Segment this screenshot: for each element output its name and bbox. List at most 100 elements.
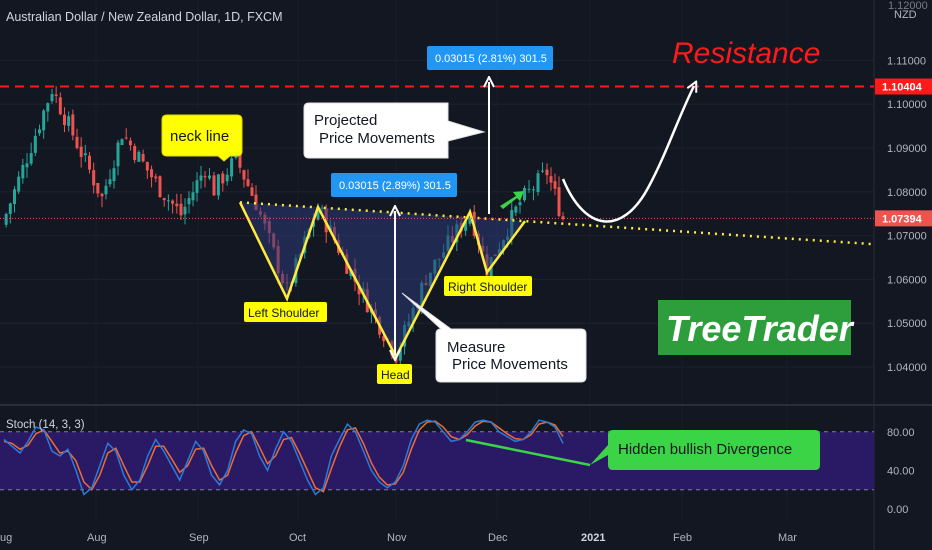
divergence-callout[interactable]	[590, 430, 820, 470]
stoch-tick-label: 40.00	[887, 465, 915, 477]
candle-body	[8, 203, 12, 214]
last-price-label: 1.07394	[882, 213, 923, 225]
candle-body	[549, 176, 553, 183]
neck-line-label: neck line	[170, 128, 229, 145]
candle-body	[208, 175, 211, 179]
candle-body	[246, 179, 250, 186]
candle-body	[221, 173, 225, 184]
time-tick-label: ug	[0, 532, 12, 544]
candle-body	[518, 202, 522, 206]
currency-label: NZD	[894, 9, 917, 21]
neck-line-callout[interactable]	[161, 114, 243, 162]
time-tick-label: Dec	[488, 532, 508, 544]
candle-body	[96, 182, 100, 194]
candle-body	[112, 168, 116, 182]
candle-body	[553, 181, 557, 189]
candle-body	[557, 187, 561, 216]
head-badge	[377, 364, 412, 384]
candle-body	[199, 175, 203, 181]
candle-body	[191, 192, 195, 201]
measure-callout[interactable]	[401, 292, 587, 383]
candle-body	[104, 185, 108, 195]
time-tick-label: Oct	[289, 532, 306, 544]
stoch-k-line	[3, 419, 564, 496]
candle-body	[203, 176, 207, 178]
candle-body	[92, 170, 96, 186]
candle-body	[108, 179, 112, 185]
candle-body	[242, 170, 246, 180]
time-tick-label: Nov	[387, 532, 407, 544]
candle-body	[13, 189, 16, 204]
candle-body	[120, 139, 124, 145]
candle-body	[166, 200, 170, 202]
candle-body	[46, 103, 50, 112]
candle-body	[17, 176, 21, 192]
projected-callout-line-2: Price Movements	[319, 130, 435, 147]
candle-body	[145, 161, 149, 171]
projected-measure-text: 0.03015 (2.81%) 301.5	[435, 53, 547, 65]
candle-body	[133, 146, 137, 160]
price-tick-label: 1.04000	[887, 362, 927, 374]
candle-body	[38, 129, 41, 134]
candle-body	[67, 116, 71, 126]
candle-body	[175, 203, 179, 207]
candle-body	[464, 221, 468, 231]
stoch-d-line	[3, 420, 564, 493]
candle-body	[216, 174, 220, 196]
time-tick-label: Feb	[673, 532, 692, 544]
measure-callout-line-2: Price Movements	[452, 356, 568, 373]
projected-measure-badge	[427, 46, 553, 70]
time-tick-label: Aug	[87, 532, 107, 544]
projected-callout-line-1: Projected	[314, 112, 377, 129]
candle-body	[75, 136, 79, 149]
candle-body	[179, 203, 183, 216]
price-tick-label: 1.10000	[887, 99, 927, 111]
candle-body	[238, 152, 242, 168]
candle-body	[42, 110, 46, 131]
candle-body	[541, 170, 544, 172]
price-tick-label: 1.09000	[887, 143, 927, 155]
candle-body	[100, 193, 104, 197]
candle-body	[212, 175, 216, 196]
axes: 1.11000 1.10000 1.09000 1.08000 1.07000 1.060…	[0, 55, 927, 544]
candle-body	[195, 180, 199, 193]
candle-body	[316, 208, 320, 220]
candle-body	[154, 176, 158, 179]
candle-body	[137, 151, 141, 162]
candle-body	[514, 206, 518, 213]
candle-body	[124, 137, 128, 139]
symbol-title[interactable]: Australian Dollar / New Zealand Dollar, …	[6, 10, 283, 24]
candle-body	[171, 200, 175, 204]
projected-callout[interactable]	[303, 102, 486, 159]
price-tick-label: 1.11000	[887, 55, 926, 67]
candle-body	[128, 140, 132, 146]
candle-body	[250, 187, 254, 196]
candle-body	[357, 284, 361, 295]
measure-callout-line-1: Measure	[447, 339, 505, 356]
candle-body	[4, 213, 8, 225]
candle-body	[54, 94, 58, 96]
price-tick-label: 1.06000	[887, 274, 927, 286]
time-tick-label: 2021	[581, 532, 605, 544]
candle-body	[158, 176, 162, 198]
candle-body	[561, 216, 565, 220]
candle-body	[187, 198, 191, 205]
price-tick-label: 1.08000	[887, 187, 927, 199]
candle-body	[468, 214, 472, 224]
left-shoulder-label: Left Shoulder	[248, 306, 319, 320]
stoch-indicator-title[interactable]: Stoch (14, 3, 3)	[6, 419, 85, 431]
candle-body	[29, 153, 33, 164]
candle-body	[116, 142, 120, 167]
candle-body	[141, 154, 145, 162]
head-label: Head	[381, 368, 410, 382]
candle-body	[150, 169, 154, 178]
logo-text: TreeTrader	[666, 308, 855, 349]
candle-body	[79, 146, 83, 158]
candle-body	[225, 174, 229, 182]
logo-background	[658, 300, 851, 355]
breakout-marker-icon	[500, 191, 524, 209]
last-price-tag	[875, 210, 932, 227]
divergence-label: Hidden bullish Divergence	[618, 441, 792, 458]
